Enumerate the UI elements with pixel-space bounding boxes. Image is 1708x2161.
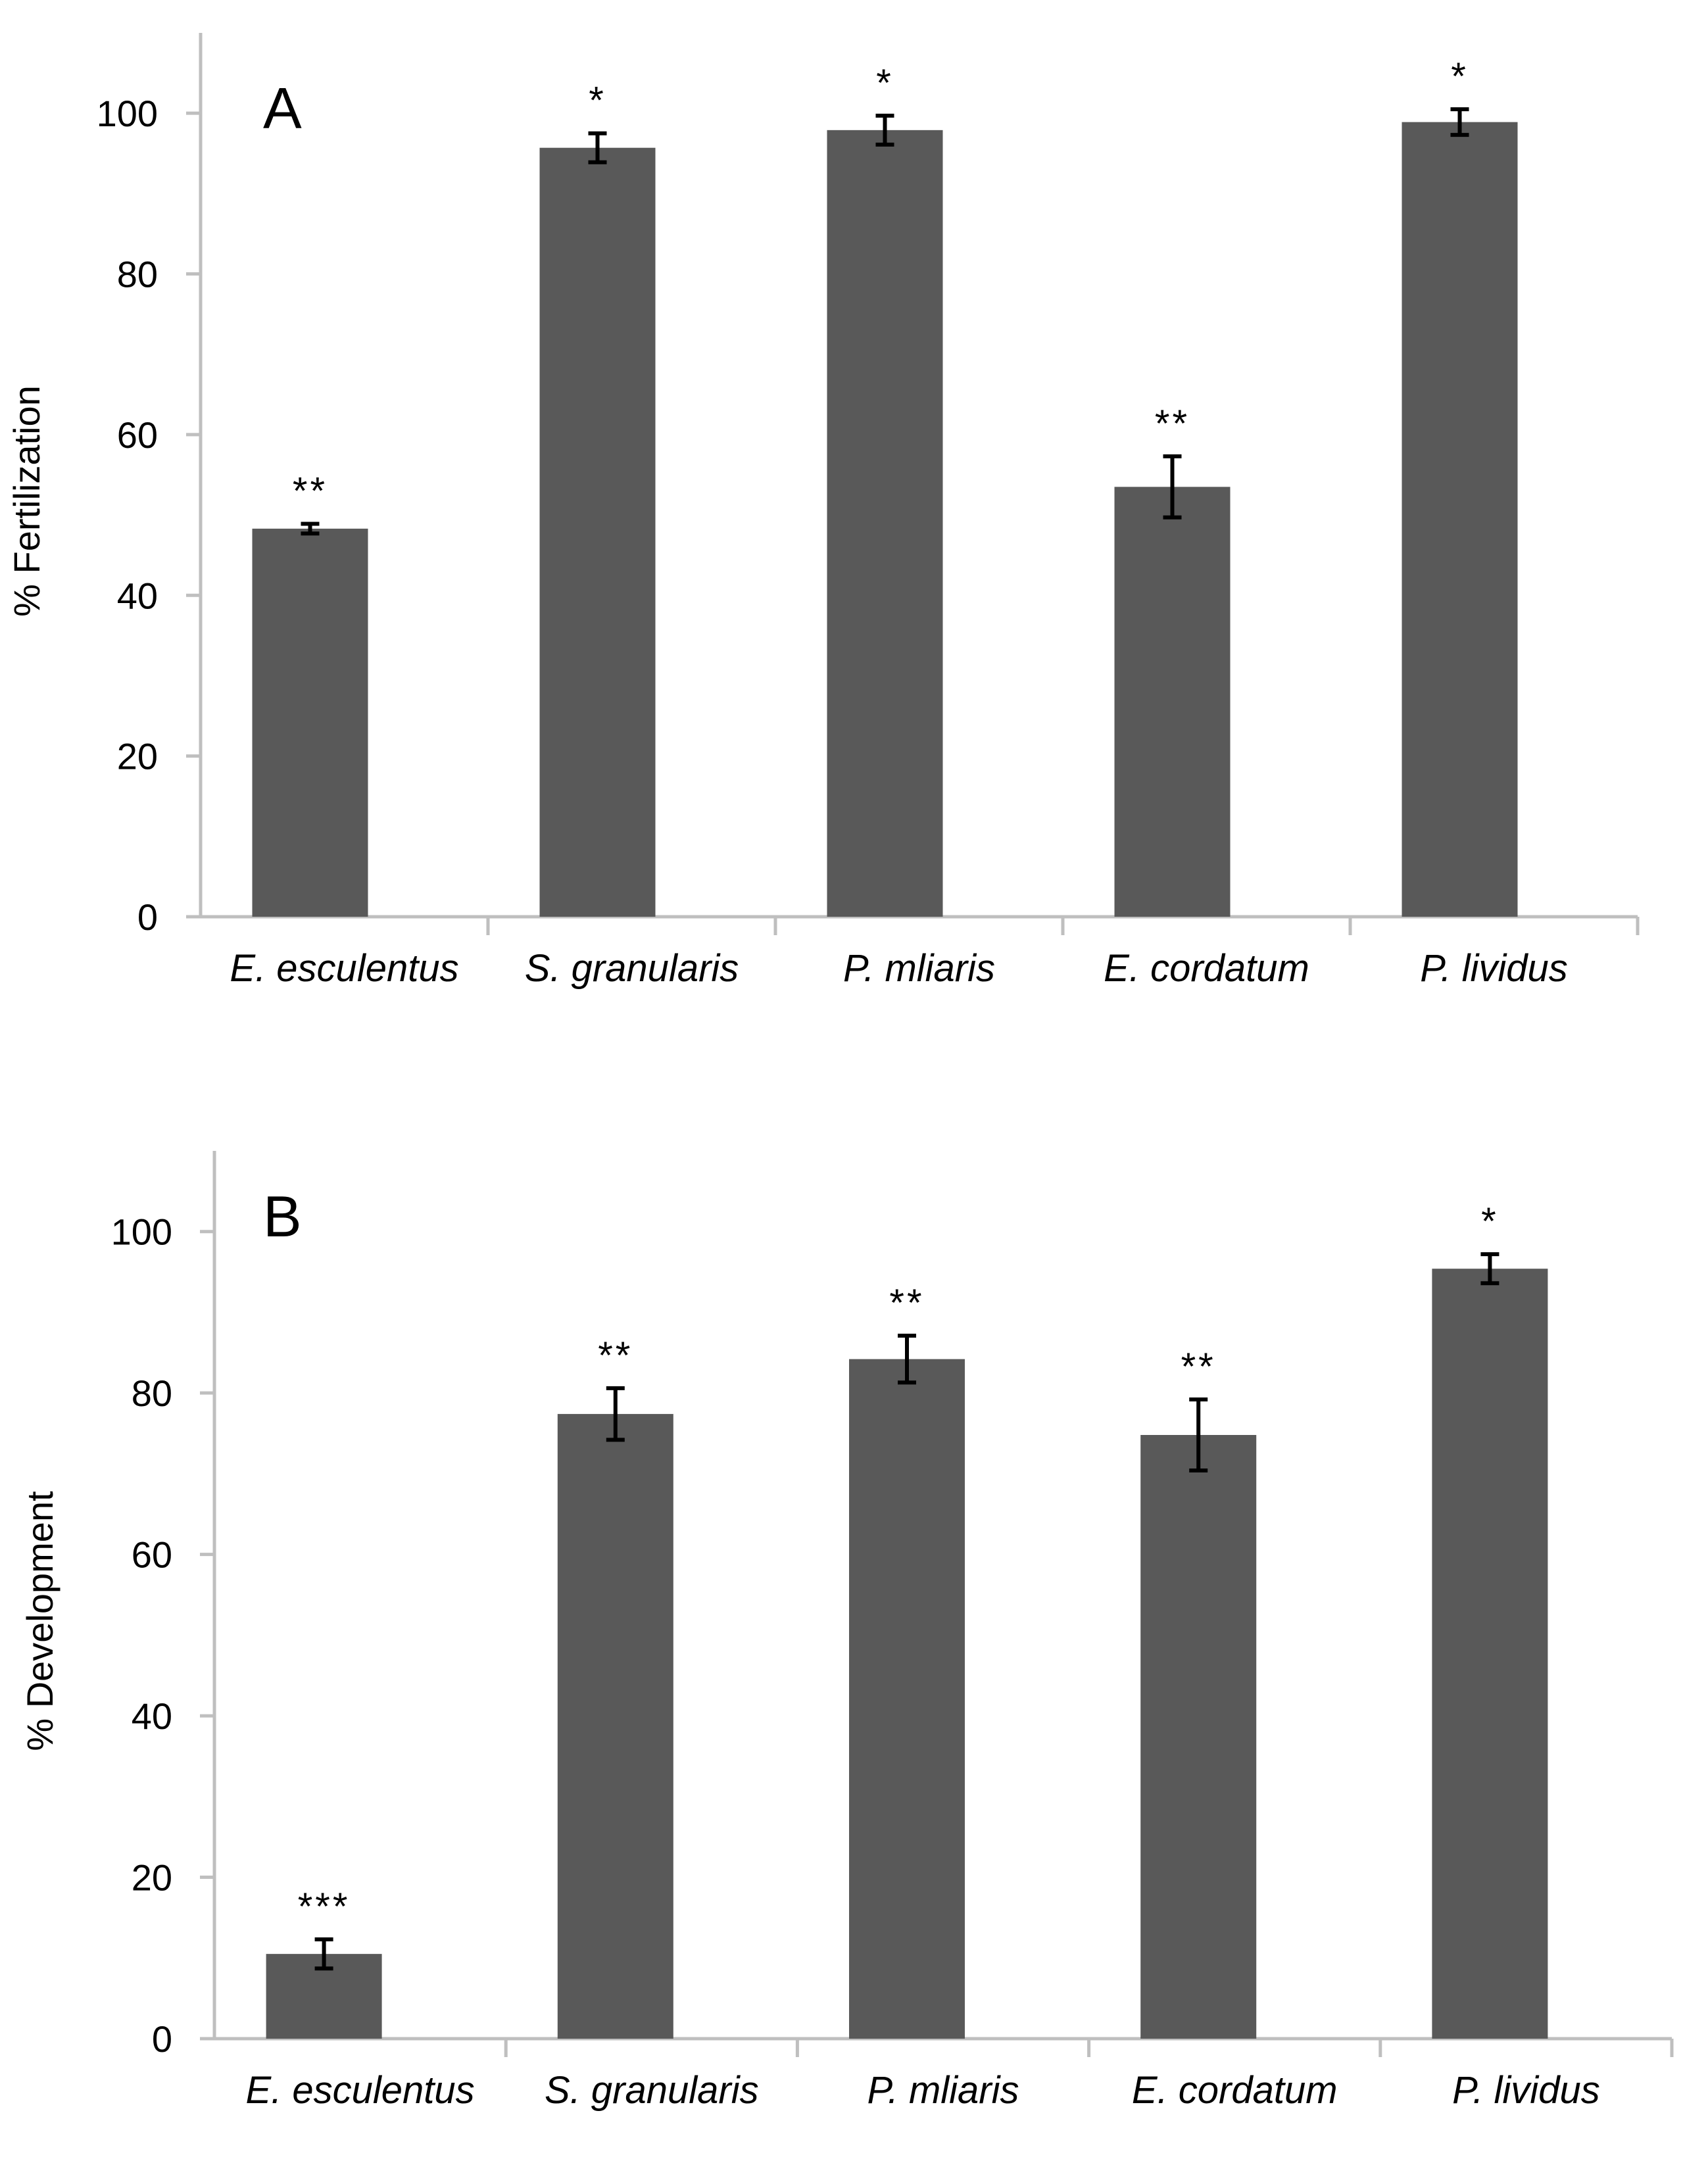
panel-a-y-tick-label: 20 [117, 736, 158, 777]
panel-b-y-axis-title: % Development [19, 1491, 61, 1751]
panel-a-bar [252, 528, 368, 917]
panel-b-significance-label: ** [889, 1282, 924, 1324]
panel-b-error-bar [1189, 1397, 1208, 1472]
panel-a-significance-label: * [589, 80, 606, 122]
panel-a-bar [1114, 487, 1231, 917]
panel-a-category-label: P. lividus [1420, 947, 1568, 990]
panel-a-label: A [263, 76, 302, 141]
panel-b-bar [1432, 1269, 1548, 2039]
panel-b-y-tick-label: 20 [132, 1857, 172, 1899]
panel-a-significance-label: ** [1155, 402, 1190, 445]
panel-a-error-bar [875, 113, 894, 147]
panel-a-y-tick-label: 60 [117, 414, 158, 456]
panel-b-y-tick-label: 80 [132, 1372, 172, 1414]
panel-b-label: B [263, 1184, 302, 1249]
panel-a-y-tick-label: 40 [117, 575, 158, 616]
panel-b-category-label: E. esculentus [245, 2069, 474, 2112]
panel-a-category-label: P. mliaris [843, 947, 995, 990]
panel-a-significance-label: * [1451, 55, 1469, 98]
panel-b-bar [849, 1359, 965, 2039]
panel-a-y-axis-title: % Fertilization [6, 385, 47, 617]
panel-a-bar [827, 130, 943, 917]
panel-a-y-tick-label: 100 [97, 93, 158, 134]
panel-b-y-tick-label: 0 [152, 2018, 172, 2060]
panel-b-bar [557, 1414, 673, 2039]
panel-b-error-bar [898, 1334, 916, 1385]
panel-a-significance-label: * [876, 62, 894, 105]
panel-a-category-label: E. esculentus [230, 947, 458, 990]
panel-b-significance-label: ** [598, 1334, 633, 1377]
panel-b-error-bar [314, 1937, 333, 1971]
panel-a-error-bar [1163, 454, 1182, 520]
panel-a-bar [1402, 122, 1518, 917]
panel-b-significance-label: *** [298, 1885, 351, 1928]
panel-b-y-tick-label: 100 [111, 1211, 172, 1253]
panel-a-bar [539, 147, 656, 917]
panel-a-y-tick-label: 0 [137, 896, 158, 938]
panel-b-significance-label: ** [1181, 1346, 1216, 1388]
panel-b-y-tick-label: 40 [132, 1695, 172, 1737]
panel-b-category-label: S. granularis [545, 2069, 759, 2112]
panel-b-category-label: P. lividus [1452, 2069, 1600, 2112]
panel-b-significance-label: * [1481, 1200, 1499, 1243]
panel-a-error-bar [301, 522, 320, 536]
panel-b-y-tick-label: 60 [132, 1534, 172, 1576]
panel-a-category-label: E. cordatum [1104, 947, 1309, 990]
panel-a-y-tick-label: 80 [117, 254, 158, 295]
panel-a-category-label: S. granularis [525, 947, 739, 990]
panel-b-error-bar [1480, 1252, 1500, 1286]
panel-b-bar [1140, 1435, 1257, 2039]
panel-b-error-bar [606, 1386, 625, 1442]
panel-a-error-bar [588, 131, 607, 164]
panel-b-category-label: E. cordatum [1132, 2069, 1338, 2112]
panel-a-significance-label: ** [293, 470, 328, 513]
panel-a-error-bar [1450, 107, 1469, 137]
panel-b-category-label: P. mliaris [867, 2069, 1019, 2112]
